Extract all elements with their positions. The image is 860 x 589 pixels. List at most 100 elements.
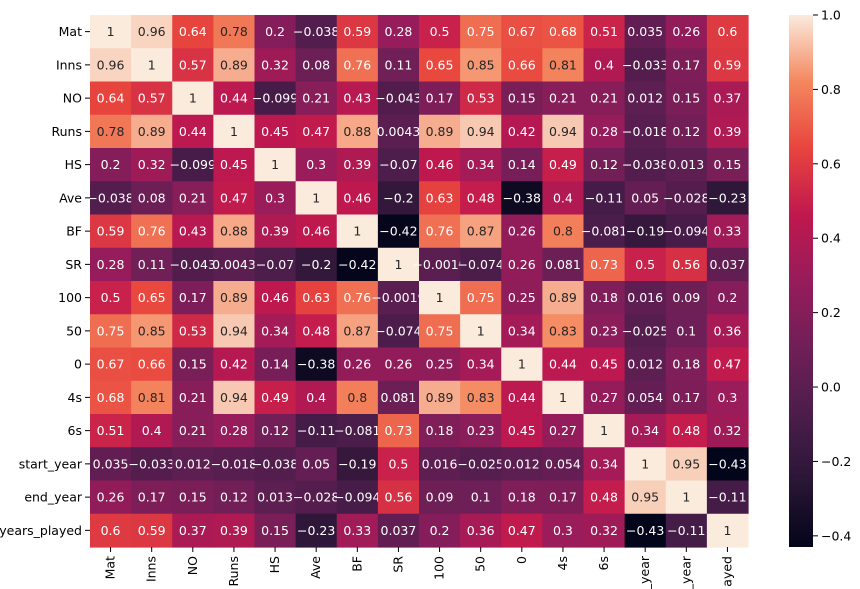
heatmap-cell: [90, 181, 132, 216]
row-tick-label: Inns: [56, 57, 82, 72]
heatmap-cell: [336, 247, 379, 282]
cell-value-label: 0.12: [590, 157, 618, 172]
cell-value-label: 0.21: [302, 91, 330, 106]
heatmap-cell: [172, 480, 214, 515]
heatmap-cell: [542, 513, 585, 548]
heatmap-cell: [131, 480, 173, 515]
col-tick-label: 0: [514, 556, 529, 564]
cell-value-label: 0.89: [220, 57, 248, 72]
cell-value-label: 0.11: [138, 257, 166, 272]
heatmap-cell: [131, 181, 173, 216]
heatmap-cell: [542, 281, 585, 315]
heatmap-cell: [501, 347, 543, 382]
heatmap-cell: [172, 247, 214, 282]
heatmap-cell: [213, 48, 256, 83]
heatmap-cell: [254, 447, 297, 482]
heatmap-cell: [706, 513, 749, 548]
row-tick-label: years_played: [0, 523, 82, 538]
heatmap-cell: [377, 214, 420, 249]
heatmap-cell: [665, 15, 708, 49]
row-tick-label: 0: [74, 357, 82, 372]
cell-value-label: −0.2: [301, 257, 331, 272]
cell-value-label: 0.6: [717, 24, 737, 39]
cell-value-label: 0.21: [549, 91, 577, 106]
cell-value-label: 0.42: [220, 357, 248, 372]
cell-value-label: 0.94: [220, 390, 248, 405]
heatmap-cell: [90, 114, 132, 149]
cell-value-label: 0.6: [101, 523, 121, 538]
cell-value-label: 0.34: [631, 423, 659, 438]
cell-value-label: 0.3: [265, 190, 285, 205]
cell-value-label: 1: [641, 456, 649, 471]
heatmap-cell: [377, 314, 420, 349]
heatmap-cell: [665, 214, 708, 249]
heatmap-cell: [213, 214, 256, 249]
heatmap-cell: [377, 114, 420, 149]
heatmap-cell: [295, 281, 338, 315]
cell-value-label: 0.87: [343, 323, 371, 338]
cell-value-label: 0.51: [97, 423, 125, 438]
heatmap-cell: [90, 314, 132, 349]
cell-value-label: 0.012: [504, 456, 540, 471]
heatmap-cell: [706, 414, 749, 448]
heatmap-cell: [377, 513, 420, 548]
cell-value-label: 0.33: [343, 523, 371, 538]
cell-value-label: −0.081: [334, 423, 380, 438]
cell-value-label: 0.4: [594, 57, 614, 72]
heatmap-cell: [90, 480, 132, 515]
col-tick-labels: Mat Inns NO Runs HS Ave BF SR 100 50 0 4s 6s _year _ye…: [103, 547, 734, 589]
heatmap-cell: [706, 81, 749, 116]
heatmap-cell: [131, 48, 173, 83]
cell-value-label: 0.34: [261, 323, 289, 338]
heatmap-cell: [501, 15, 543, 49]
cell-value-label: 0.2: [265, 24, 285, 39]
heatmap-cell: [624, 480, 667, 515]
cell-value-label: 0.28: [97, 257, 125, 272]
heatmap-cell: [336, 347, 379, 382]
col-tick-label: 4s: [555, 556, 570, 570]
cell-value-label: 0.25: [426, 357, 454, 372]
cell-value-label: 0.21: [179, 390, 207, 405]
cell-value-label: 0.5: [101, 290, 121, 305]
cell-value-label: 0.12: [261, 423, 289, 438]
heatmap-cell: [213, 414, 256, 448]
cell-value-label: −0.07: [379, 157, 417, 172]
cell-value-label: 0.27: [590, 390, 618, 405]
heatmap-cell: [172, 281, 214, 315]
cell-value-label: 0.4: [306, 390, 326, 405]
heatmap-cell: [460, 314, 502, 349]
cell-value-label: 0.0043: [377, 124, 421, 139]
heatmap-cell: [542, 314, 585, 349]
heatmap-cell: [336, 281, 379, 315]
heatmap-cell: [254, 148, 297, 182]
cell-value-label: 0.73: [385, 423, 413, 438]
heatmap-cell: [583, 48, 626, 83]
heatmap-cell: [254, 181, 297, 216]
cell-value-label: 0.012: [175, 456, 211, 471]
cell-value-label: 0.66: [138, 357, 166, 372]
heatmap-cell: [706, 15, 749, 49]
heatmap-cell: [624, 114, 667, 149]
heatmap-cell: [583, 347, 626, 382]
cell-value-label: 0.48: [302, 323, 330, 338]
cell-value-label: 0.49: [549, 157, 577, 172]
row-tick-label: HS: [65, 157, 82, 172]
heatmap-cell: [624, 314, 667, 349]
cell-value-label: 0.53: [179, 323, 207, 338]
cell-value-label: −0.11: [585, 190, 623, 205]
cell-value-label: 0.18: [672, 357, 700, 372]
cell-value-label: −0.033: [622, 57, 668, 72]
heatmap-cell: [665, 148, 708, 182]
cell-value-label: 0.75: [97, 323, 125, 338]
heatmap-cell: [542, 181, 585, 216]
heatmap-cell: [336, 414, 379, 448]
cell-value-label: 0.94: [220, 323, 248, 338]
cell-value-label: −0.099: [170, 157, 216, 172]
cell-value-label: 0.15: [672, 91, 700, 106]
heatmap-cell: [624, 447, 667, 482]
cell-value-label: 0.57: [138, 91, 166, 106]
cell-value-label: 0.28: [385, 24, 413, 39]
heatmap-cell: [377, 281, 420, 315]
heatmap-cell: [131, 314, 173, 349]
cell-value-label: 0.81: [138, 390, 166, 405]
